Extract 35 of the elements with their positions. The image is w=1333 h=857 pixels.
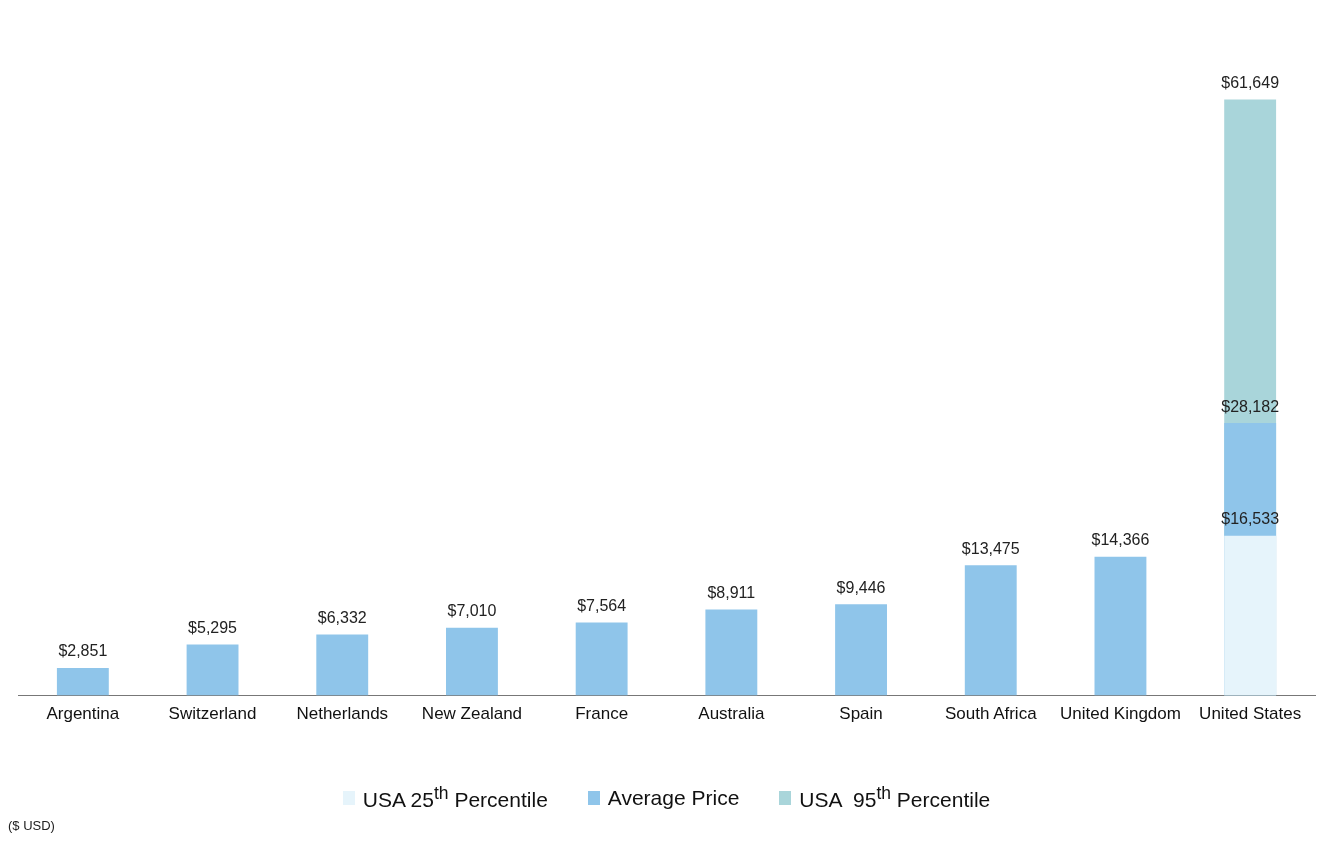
legend-label: USA 95$^{th}$ Percentile bbox=[799, 783, 991, 812]
data-label: $7,564 bbox=[577, 596, 627, 614]
legend-label: Average Price bbox=[607, 785, 740, 810]
data-label: $28,182 bbox=[1221, 397, 1280, 415]
bar bbox=[835, 604, 887, 696]
data-label: $61,649 bbox=[1221, 73, 1280, 91]
bar bbox=[316, 634, 369, 696]
bar bbox=[575, 622, 628, 696]
x-tick-label: United Kingdom bbox=[1059, 704, 1181, 724]
bar bbox=[964, 565, 1017, 696]
bar bbox=[1224, 535, 1277, 696]
legend-label: USA 25$^{th}$ Percentile bbox=[362, 783, 548, 812]
data-label: $2,851 bbox=[58, 642, 108, 660]
x-tick-label: New Zealand bbox=[421, 704, 523, 724]
x-tick-label: Switzerland bbox=[168, 704, 257, 724]
x-tick-label: Spain bbox=[839, 704, 883, 724]
bar bbox=[56, 668, 109, 696]
data-label: $9,446 bbox=[836, 578, 886, 596]
data-label: $14,366 bbox=[1091, 531, 1150, 549]
data-label: $13,475 bbox=[961, 539, 1020, 557]
data-label: $5,295 bbox=[188, 618, 238, 636]
x-tick-label: France bbox=[575, 704, 629, 724]
data-label: $6,332 bbox=[317, 608, 367, 626]
x-tick-label: South Africa bbox=[944, 704, 1038, 724]
x-tick-label: Argentina bbox=[46, 704, 120, 724]
bar bbox=[186, 644, 239, 696]
x-tick-label: Netherlands bbox=[296, 704, 389, 724]
x-tick-label: Australia bbox=[698, 704, 765, 724]
x-tick-label: United States bbox=[1199, 704, 1302, 724]
text: ($ USD) bbox=[8, 818, 56, 833]
bar bbox=[446, 627, 498, 696]
data-label: $7,010 bbox=[447, 602, 497, 620]
bar bbox=[705, 609, 758, 696]
data-label: $8,911 bbox=[707, 583, 756, 601]
bar bbox=[1094, 556, 1147, 696]
